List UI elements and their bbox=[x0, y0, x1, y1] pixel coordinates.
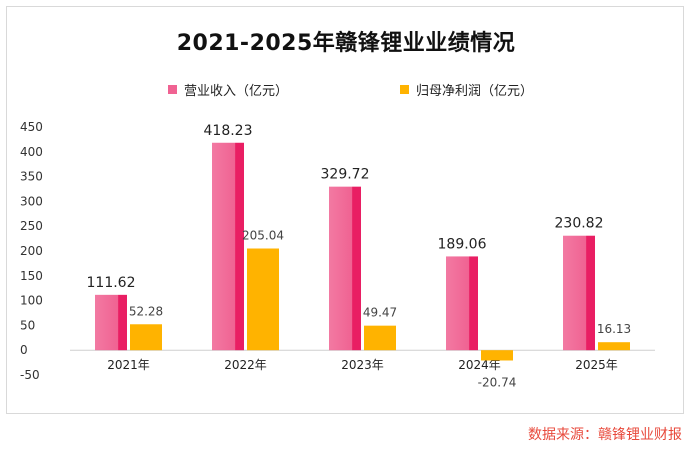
revenue-label-3: 189.06 bbox=[438, 236, 487, 252]
revenue-label-0: 111.62 bbox=[87, 275, 136, 291]
x-tick-label-0: 2021年 bbox=[107, 358, 150, 372]
revenue-bar-4 bbox=[563, 235, 595, 351]
revenue-bar-0 bbox=[95, 294, 127, 351]
y-tick-label-0: -50 bbox=[20, 368, 40, 382]
x-tick-label-3: 2024年 bbox=[458, 358, 501, 372]
y-tick-label-6: 250 bbox=[20, 219, 43, 233]
net-profit-bar-2 bbox=[364, 325, 396, 351]
net-profit-label-4: 16.13 bbox=[597, 322, 631, 336]
y-tick-label-10: 450 bbox=[20, 120, 43, 134]
revenue-label-1: 418.23 bbox=[204, 123, 253, 139]
y-tick-label-5: 200 bbox=[20, 244, 43, 258]
legend-item-revenue: 营业收入（亿元） bbox=[168, 80, 288, 99]
revenue-bar-3 bbox=[446, 256, 478, 351]
legend-swatch-net-profit bbox=[400, 85, 409, 94]
net-profit-label-0: 52.28 bbox=[129, 304, 163, 318]
revenue-bar-2 bbox=[329, 186, 361, 351]
net-profit-bar-0 bbox=[130, 324, 162, 351]
net-profit-label-1: 205.04 bbox=[242, 229, 284, 243]
x-tick-label-4: 2025年 bbox=[575, 358, 618, 372]
net-profit-bar-4 bbox=[598, 342, 630, 351]
chart-title: 2021-2025年赣锋锂业业绩情况 bbox=[176, 31, 516, 56]
x-tick-label-2: 2023年 bbox=[341, 358, 384, 372]
y-tick-label-7: 300 bbox=[20, 194, 43, 208]
y-tick-label-9: 400 bbox=[20, 145, 43, 159]
data-source: 数据来源：赣锋锂业财报 bbox=[528, 427, 682, 443]
y-tick-label-2: 50 bbox=[20, 318, 35, 332]
legend-label-revenue: 营业收入（亿元） bbox=[184, 84, 289, 99]
net-profit-bar-1 bbox=[247, 248, 279, 351]
y-tick-label-3: 100 bbox=[20, 294, 43, 308]
legend-label-net-profit: 归母净利润（亿元） bbox=[416, 84, 534, 99]
revenue-label-2: 329.72 bbox=[321, 167, 370, 183]
revenue-label-4: 230.82 bbox=[555, 216, 604, 232]
y-tick-label-8: 350 bbox=[20, 170, 43, 184]
net-profit-bar-3 bbox=[481, 350, 513, 361]
net-profit-label-2: 49.47 bbox=[363, 306, 397, 320]
net-profit-label-3: -20.74 bbox=[478, 375, 517, 389]
y-tick-label-4: 150 bbox=[20, 269, 43, 283]
legend-swatch-revenue bbox=[168, 85, 177, 94]
legend-item-net-profit: 归母净利润（亿元） bbox=[400, 80, 533, 99]
y-tick-label-1: 0 bbox=[20, 343, 28, 357]
revenue-bar-1 bbox=[212, 142, 244, 351]
x-tick-label-1: 2022年 bbox=[224, 358, 267, 372]
